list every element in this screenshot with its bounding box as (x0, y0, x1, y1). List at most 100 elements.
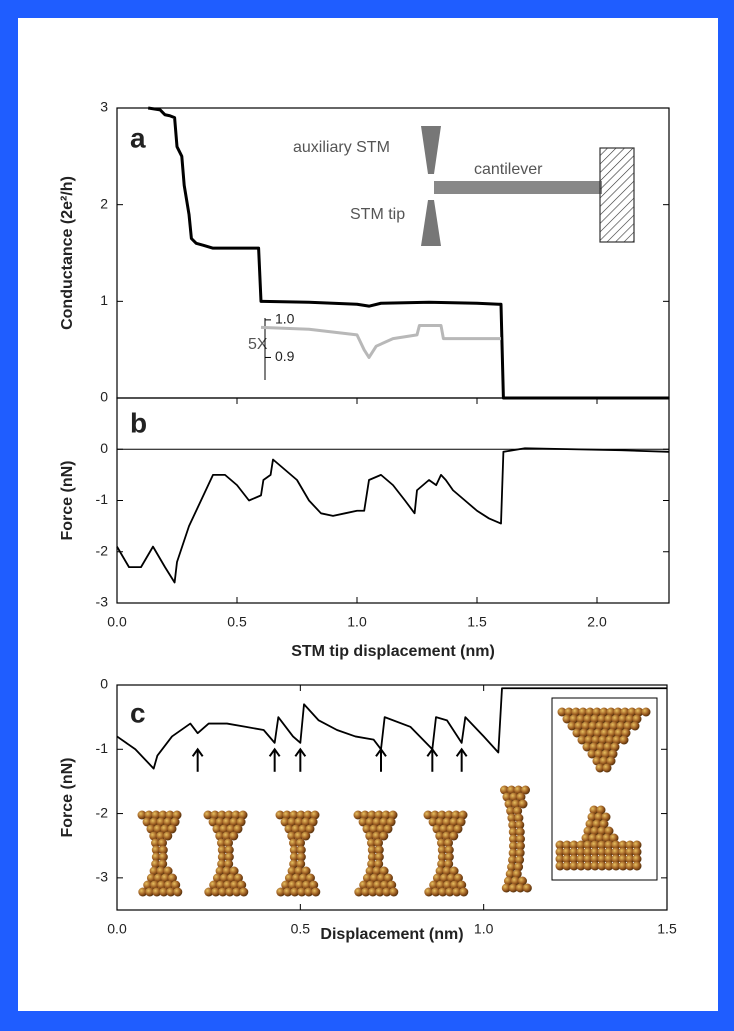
atom (442, 831, 452, 841)
atom (289, 810, 299, 820)
atom (576, 861, 586, 871)
atom (586, 728, 596, 738)
atom (218, 887, 228, 897)
atom (627, 707, 637, 717)
atom (362, 873, 372, 883)
atom (625, 714, 635, 724)
atom (567, 721, 577, 731)
atom (618, 840, 628, 850)
atom (298, 824, 308, 834)
atom (379, 831, 389, 841)
atom (604, 840, 614, 850)
atom (562, 861, 572, 871)
atom (367, 859, 377, 869)
atom (572, 728, 582, 738)
atom (373, 880, 383, 890)
atom (511, 799, 521, 809)
atom (158, 859, 168, 869)
atom (583, 854, 593, 864)
atom (151, 852, 161, 862)
atom (446, 824, 456, 834)
atom (569, 840, 579, 850)
atom (305, 873, 315, 883)
atom (612, 735, 622, 745)
atom (150, 880, 160, 890)
atom (594, 749, 604, 759)
atom (217, 852, 227, 862)
atom (583, 861, 593, 871)
atom (449, 866, 459, 876)
atom (508, 855, 518, 865)
atom (515, 841, 525, 851)
atom (439, 824, 449, 834)
atom (291, 873, 301, 883)
atom (596, 805, 606, 815)
atom (283, 887, 293, 897)
atom (211, 887, 221, 897)
atom (163, 831, 173, 841)
atom (289, 852, 299, 862)
atom (303, 810, 313, 820)
atom (380, 880, 390, 890)
atom (599, 707, 609, 717)
atom (379, 866, 389, 876)
atom (287, 866, 297, 876)
atom (215, 831, 225, 841)
atom (239, 887, 249, 897)
atom (374, 838, 384, 848)
atom (281, 880, 291, 890)
atom (590, 840, 600, 850)
atom (508, 848, 518, 858)
y-tick-label: 2 (100, 195, 108, 211)
atom (515, 827, 525, 837)
arrow-head (455, 747, 468, 757)
atom (569, 861, 579, 871)
atom (437, 838, 447, 848)
atom (311, 887, 321, 897)
atom (165, 810, 175, 820)
atom (450, 880, 460, 890)
atom (609, 721, 619, 731)
atom (171, 880, 181, 890)
atom (142, 817, 152, 827)
atom (582, 742, 592, 752)
atom (137, 810, 147, 820)
atom (574, 721, 584, 731)
atom (432, 824, 442, 834)
data-line (147, 106, 669, 400)
atom (500, 785, 509, 795)
atom (602, 833, 612, 843)
atom (452, 887, 462, 897)
atom (167, 873, 177, 883)
atom (160, 824, 170, 834)
atom (576, 854, 586, 864)
atom (383, 824, 393, 834)
atom (204, 887, 214, 897)
atom (229, 831, 239, 841)
atom (590, 714, 600, 724)
atom (518, 799, 528, 809)
atom (151, 845, 161, 855)
atom (590, 826, 600, 836)
atom (225, 887, 235, 897)
atom (562, 847, 572, 857)
atom (301, 831, 311, 841)
atom (163, 817, 173, 827)
atom (296, 810, 306, 820)
atom (602, 763, 612, 773)
atom (437, 845, 447, 855)
atom (512, 869, 522, 879)
atom (429, 880, 439, 890)
atom (555, 854, 565, 864)
atom (217, 859, 227, 869)
atom (618, 861, 628, 871)
atom (618, 714, 628, 724)
atom (584, 735, 594, 745)
atom (595, 833, 605, 843)
atom (587, 749, 597, 759)
atom (444, 852, 454, 862)
atom (569, 714, 579, 724)
atom (369, 824, 379, 834)
atom (442, 866, 452, 876)
atom (598, 735, 608, 745)
